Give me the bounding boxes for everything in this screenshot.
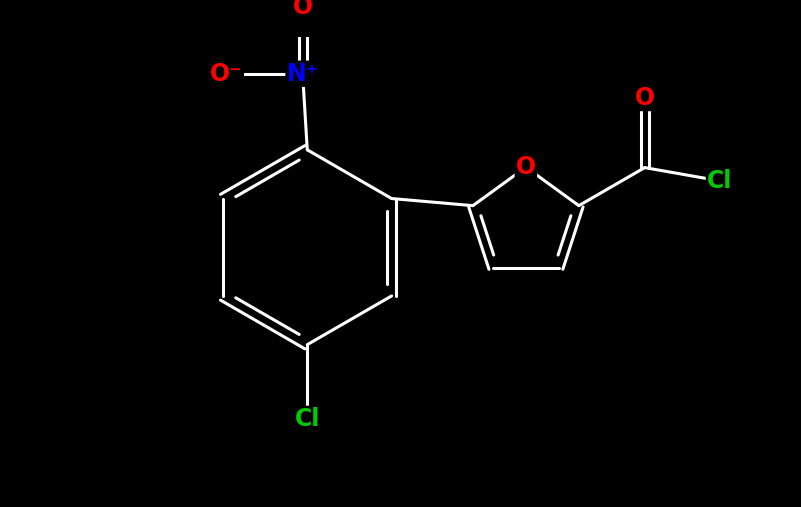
Text: N⁺: N⁺	[287, 62, 319, 86]
Text: O: O	[634, 86, 654, 110]
Text: O⁻: O⁻	[210, 62, 243, 86]
Text: O: O	[516, 155, 536, 179]
Text: O: O	[292, 0, 312, 19]
Text: Cl: Cl	[707, 169, 732, 193]
Text: Cl: Cl	[295, 407, 320, 431]
